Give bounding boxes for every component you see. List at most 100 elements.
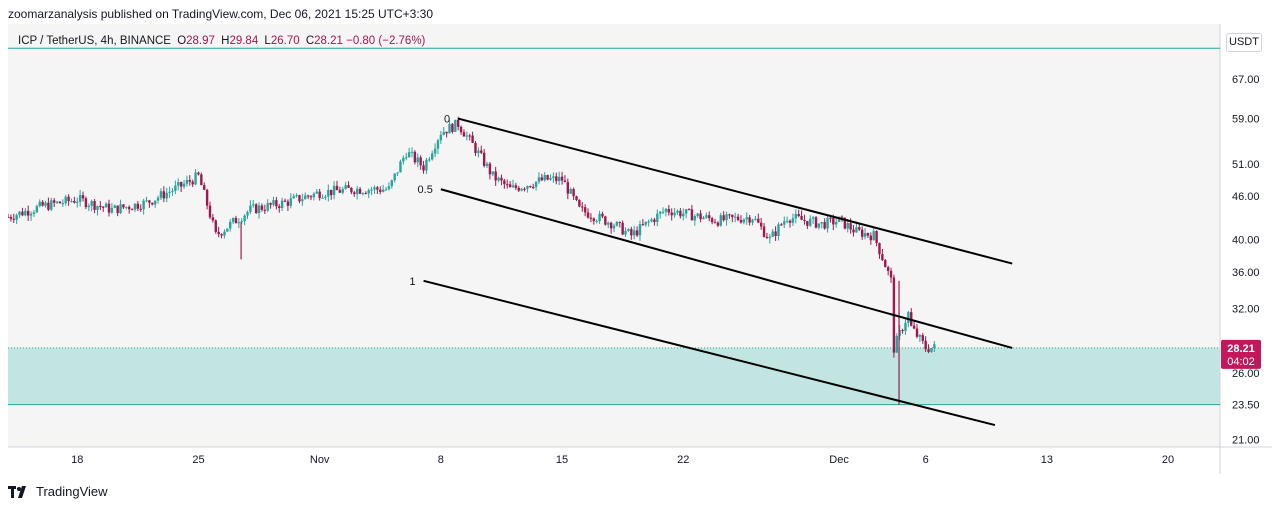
- candle-body: [884, 260, 887, 268]
- y-tick-label: 32.00: [1232, 304, 1260, 316]
- candle-body: [820, 222, 823, 224]
- candle-body: [220, 234, 223, 236]
- candle-body: [557, 176, 561, 182]
- candle-body: [286, 201, 290, 206]
- candle-body: [451, 123, 454, 132]
- candle-body: [713, 222, 717, 224]
- x-tick-label: Dec: [829, 454, 849, 466]
- candle-body: [705, 215, 708, 218]
- candle-body: [589, 217, 593, 219]
- candle-body: [860, 229, 864, 237]
- candle-body: [428, 159, 431, 161]
- channel-line: [423, 279, 996, 427]
- candle-body: [537, 177, 541, 182]
- currency-button[interactable]: USDT: [1226, 33, 1262, 52]
- y-tick-label: 40.00: [1232, 234, 1260, 246]
- footer: TradingView: [8, 484, 108, 499]
- candle-body: [341, 188, 344, 193]
- candle-body: [572, 189, 575, 197]
- candle-body: [257, 205, 261, 214]
- channel-line: [440, 188, 1013, 349]
- candle-body: [283, 200, 287, 202]
- candle-body: [93, 201, 96, 210]
- publisher-header: zoomarzanalysis published on TradingView…: [8, 7, 433, 21]
- candle-body: [477, 150, 480, 154]
- candle-body: [797, 213, 800, 216]
- candle-body: [52, 200, 56, 203]
- candle-body: [468, 135, 471, 137]
- candle-body: [866, 233, 870, 236]
- candle-body: [719, 215, 722, 226]
- legend-close: 28.21: [314, 35, 343, 47]
- x-tick-label: 18: [71, 454, 83, 466]
- y-tick-label: 46.00: [1232, 191, 1260, 203]
- candle-body: [673, 212, 676, 216]
- x-tick-label: 20: [1162, 454, 1174, 466]
- chart-legend: ICP / TetherUS, 4h, BINANCE O28.97 H29.8…: [18, 35, 425, 47]
- candle-body: [471, 135, 474, 143]
- candle-body: [205, 189, 209, 206]
- candle-body: [278, 206, 281, 209]
- candle-body: [751, 219, 754, 223]
- candle-body: [151, 202, 154, 205]
- candle-body: [575, 196, 578, 200]
- candle-body: [78, 195, 82, 202]
- candle-body: [886, 267, 890, 271]
- candle-body: [488, 163, 492, 175]
- candle-body: [901, 330, 904, 332]
- candle-body: [555, 176, 558, 182]
- candle-body: [136, 203, 140, 209]
- candle-body: [771, 231, 774, 237]
- support-zone: [8, 347, 1220, 405]
- candle-body: [304, 195, 307, 200]
- candle-body: [523, 188, 526, 190]
- candle-body: [785, 220, 789, 222]
- candle-body: [142, 200, 145, 210]
- candle-body: [826, 217, 829, 229]
- candle-body: [581, 206, 584, 208]
- candle-body: [728, 214, 731, 216]
- candle-body: [384, 189, 388, 191]
- candle-body: [315, 191, 318, 194]
- candle-body: [306, 195, 310, 197]
- candle-body: [240, 221, 243, 223]
- candle-body: [840, 216, 844, 218]
- candle-body: [104, 203, 108, 208]
- price-badge-countdown: 04:02: [1227, 356, 1255, 368]
- candle-body: [9, 216, 13, 219]
- chart-frame[interactable]: 0 0.5 1 67.00 59.00 51.00 46.00 40.00 36.00 32.0…: [8, 24, 1272, 474]
- candle-body: [817, 223, 821, 228]
- candle-body: [915, 328, 919, 337]
- candle-body: [742, 219, 746, 223]
- candle-body: [27, 210, 30, 216]
- candle-body: [15, 215, 18, 220]
- candle-body: [693, 215, 696, 221]
- x-tick-label: 6: [923, 454, 929, 466]
- candle-body: [497, 177, 500, 181]
- candle-body: [759, 222, 763, 227]
- candle-body: [76, 201, 79, 203]
- candle-body: [656, 213, 659, 223]
- candle-body: [381, 189, 385, 192]
- candle-body: [347, 185, 350, 188]
- candle-body: [560, 176, 564, 181]
- y-tick-label: 26.00: [1232, 368, 1260, 380]
- candle-body: [624, 230, 627, 235]
- candle-body: [641, 224, 645, 226]
- candle-body: [699, 213, 702, 220]
- candle-body: [448, 123, 451, 134]
- candle-body: [690, 209, 694, 221]
- candle-body: [174, 185, 177, 191]
- candle-body: [595, 221, 598, 223]
- y-tick-label: 23.50: [1232, 400, 1260, 412]
- candle-body: [211, 217, 215, 221]
- candle-body: [858, 227, 861, 230]
- candle-body: [260, 205, 264, 210]
- candle-body: [130, 209, 134, 211]
- candle-body: [814, 217, 818, 228]
- candle-body: [930, 348, 933, 352]
- price-chart[interactable]: 0 0.5 1 67.00 59.00 51.00 46.00 40.00 36.00 32.0…: [8, 24, 1272, 474]
- candle-body: [332, 185, 336, 196]
- candle-body: [754, 218, 757, 220]
- candle-body: [806, 220, 809, 226]
